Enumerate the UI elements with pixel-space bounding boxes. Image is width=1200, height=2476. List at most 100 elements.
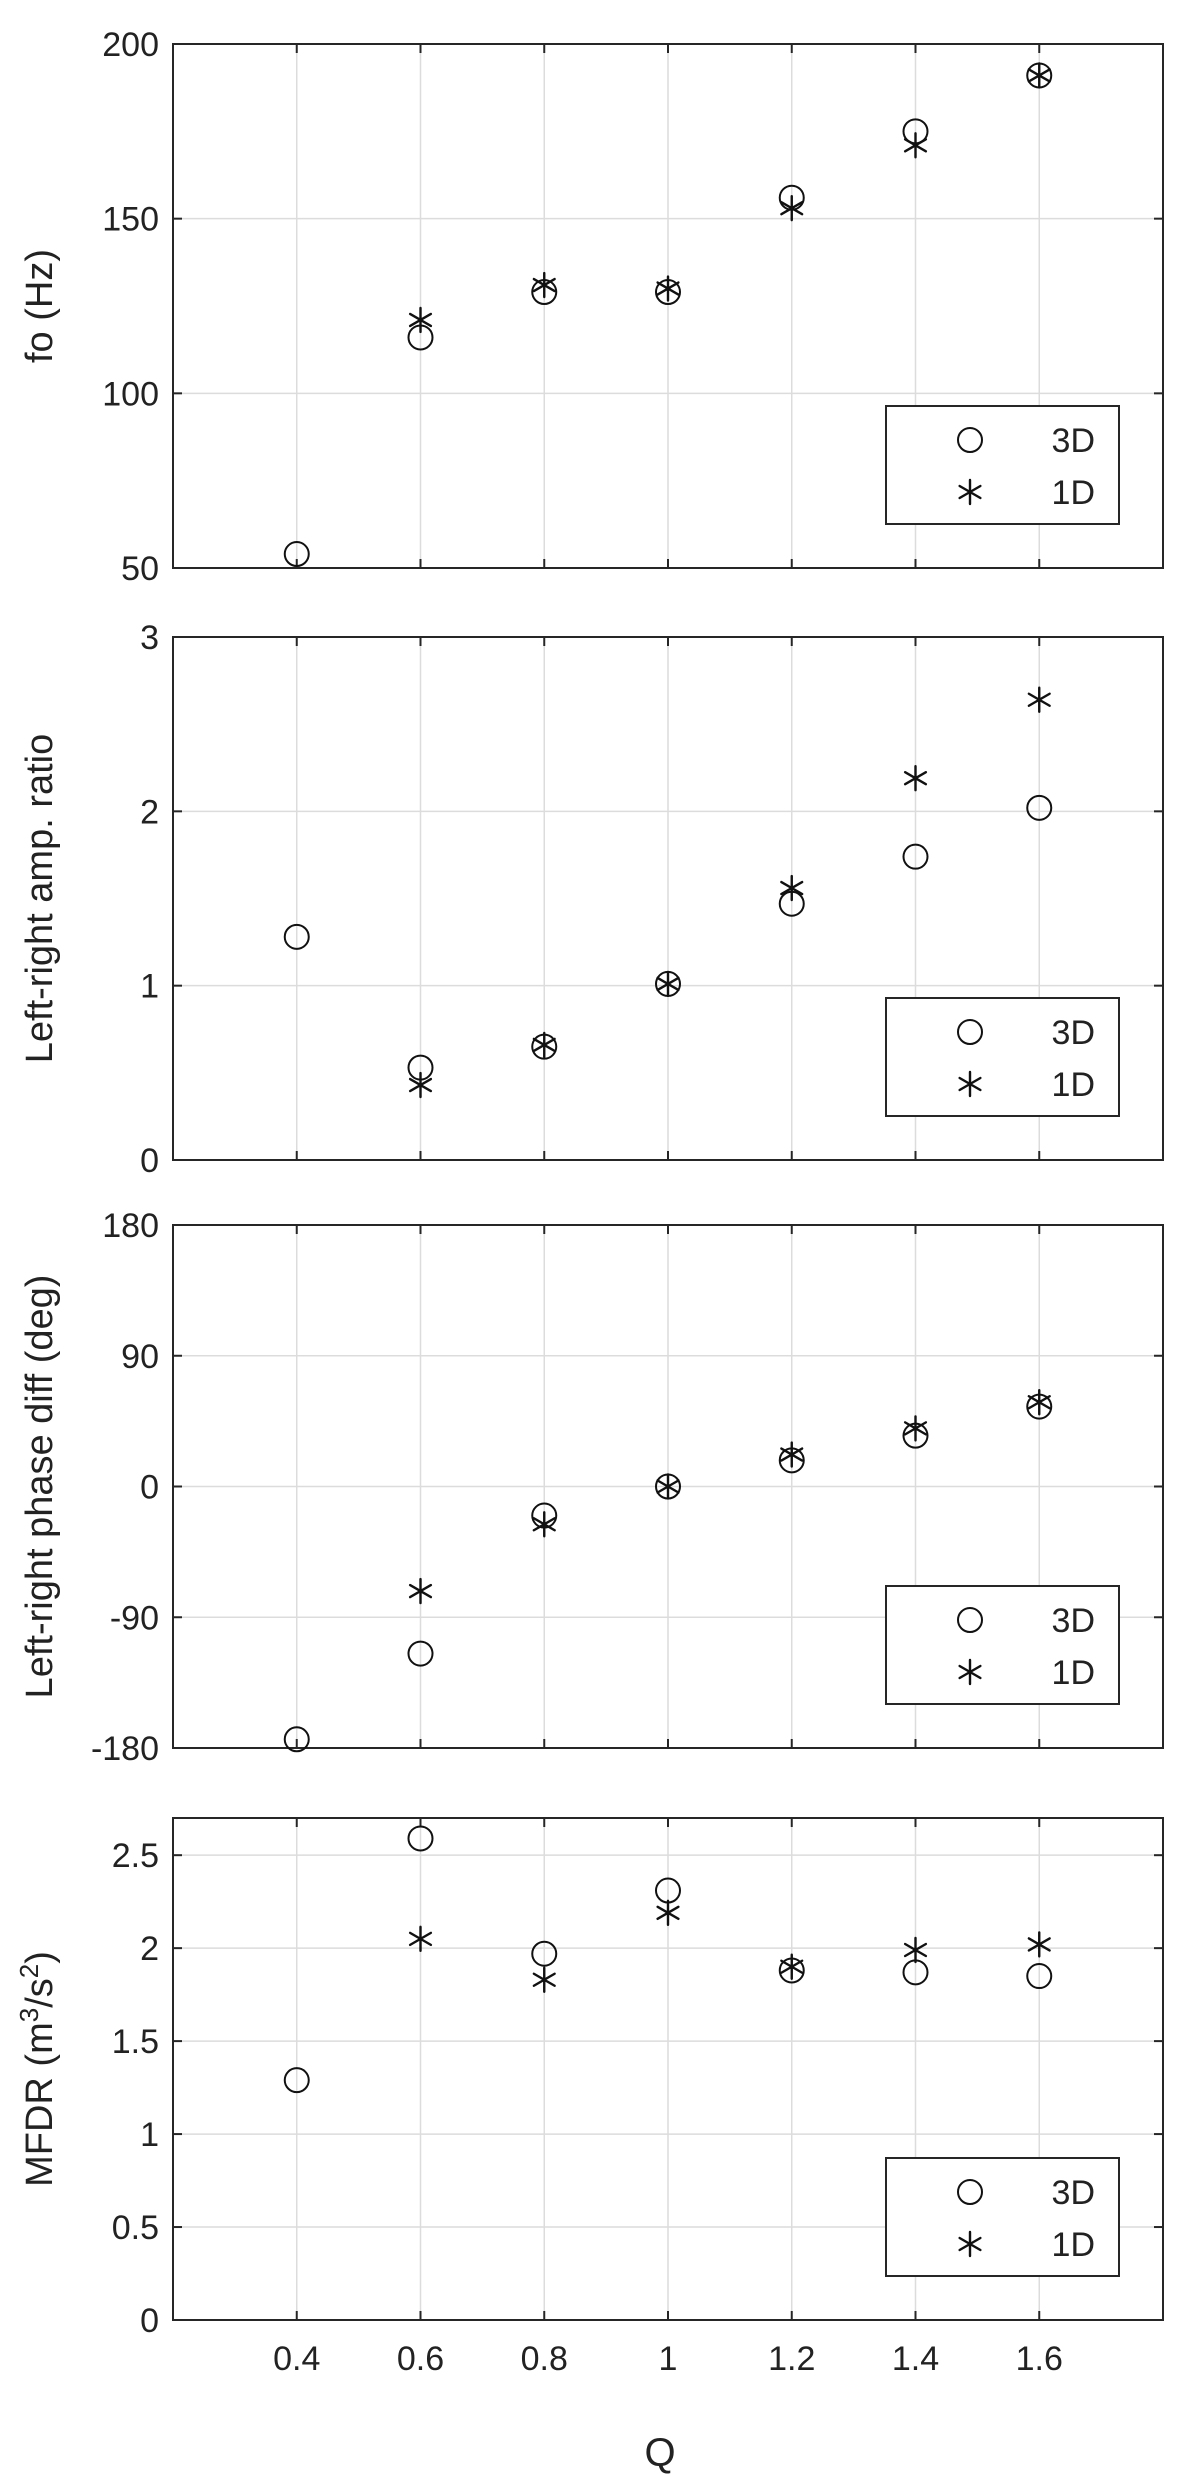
y-tick-label: 180 — [102, 1207, 159, 1245]
y-axis-label: MFDR (m3/s2) — [14, 1951, 61, 2187]
legend-label-1d: 1D — [1052, 2226, 1095, 2264]
data-point-1d — [656, 1473, 680, 1500]
y-tick-label: 1.5 — [112, 2023, 159, 2061]
y-tick-label: 0 — [140, 1142, 159, 1180]
legend-label-3d: 3D — [1052, 1602, 1095, 1640]
data-point-1d — [780, 1953, 804, 1980]
x-tick-label: 0.6 — [397, 2340, 444, 2378]
data-point-1d — [408, 1071, 433, 1099]
data-point-1d — [532, 1031, 556, 1059]
data-point-1d — [903, 1415, 928, 1442]
y-tick-label: 2 — [140, 793, 159, 831]
y-tick-label: 0 — [140, 1469, 159, 1507]
data-point-1d — [1027, 62, 1051, 89]
figure-x-axis-label: Q — [644, 2431, 675, 2475]
data-point-1d — [903, 132, 928, 159]
y-axis-label: fo (Hz) — [19, 249, 61, 363]
y-tick-label: 90 — [121, 1338, 159, 1376]
data-point-1d — [532, 1511, 556, 1538]
y-tick-label: 1 — [140, 2116, 159, 2154]
series-1d — [408, 1899, 1051, 1993]
y-axis-label: Left-right phase diff (deg) — [19, 1275, 61, 1699]
legend-box — [885, 405, 1120, 525]
data-point-1d — [1027, 1389, 1051, 1416]
legend-label-3d: 3D — [1052, 422, 1095, 460]
x-tick-label: 0.8 — [521, 2340, 568, 2378]
y-tick-label: 2.5 — [112, 1837, 159, 1875]
y-tick-label: 3 — [140, 619, 159, 657]
data-point-1d — [1027, 686, 1051, 713]
x-tick-label: 0.4 — [273, 2340, 320, 2378]
legend-label-1d: 1D — [1052, 474, 1095, 512]
legend-marker-3d — [957, 1607, 983, 1633]
legend-box — [885, 997, 1120, 1117]
data-point-1d — [656, 970, 680, 998]
x-tick-label: 1.4 — [892, 2340, 939, 2378]
legend-label-3d: 3D — [1052, 2174, 1095, 2212]
data-point-1d — [903, 1936, 928, 1964]
legend-marker-1d — [958, 478, 982, 506]
legend-label-1d: 1D — [1052, 1066, 1095, 1104]
series-1d — [408, 62, 1051, 334]
x-tick-label: 1 — [659, 2340, 678, 2378]
data-point-3d — [531, 1940, 558, 1967]
data-point-3d — [283, 923, 310, 950]
panel-3: -180 -90 0 90 180 Left-right phase diff (deg)… — [19, 1207, 1164, 1768]
data-point-1d — [780, 194, 804, 222]
data-point-3d — [1026, 1963, 1053, 1990]
data-point-1d — [532, 1966, 556, 1993]
data-point-3d — [283, 1726, 310, 1753]
series-3d — [283, 1825, 1053, 2094]
legend-marker-3d — [957, 427, 983, 453]
data-point-3d — [283, 541, 310, 568]
data-point-1d — [656, 1899, 680, 1927]
data-point-1d — [1027, 1931, 1051, 1958]
legend-marker-1d — [958, 1070, 982, 1098]
data-point-1d — [408, 1577, 433, 1605]
x-tick-label: 1.2 — [768, 2340, 815, 2378]
y-tick-label: 1 — [140, 968, 159, 1006]
y-tick-label: -180 — [91, 1730, 159, 1768]
legend-label-1d: 1D — [1052, 1654, 1095, 1692]
legend-marker-1d — [958, 1658, 982, 1686]
data-point-3d — [283, 2067, 310, 2094]
legend-box — [885, 2157, 1120, 2277]
panel-4: 0 0.5 1 1.5 2 2.5 0.4 0.6 0.8 1 1.2 1.4 1.6 MFDR (m3/… — [14, 1817, 1164, 2378]
legend-marker-3d — [957, 2179, 983, 2205]
y-axis-label: Left-right amp. ratio — [19, 734, 61, 1063]
data-point-3d — [407, 1825, 434, 1852]
legend-label-3d: 3D — [1052, 1014, 1095, 1052]
legend-marker-1d — [958, 2230, 982, 2258]
y-tick-label: 200 — [102, 26, 159, 64]
data-point-1d — [903, 765, 928, 792]
y-tick-label: 2 — [140, 1930, 159, 1968]
data-point-1d — [408, 306, 433, 334]
y-tick-label: 150 — [102, 201, 159, 239]
data-point-1d — [656, 275, 680, 302]
data-point-1d — [408, 1925, 433, 1953]
data-point-3d — [407, 1640, 434, 1667]
y-tick-label: 0.5 — [112, 2209, 159, 2247]
series-1d — [408, 1389, 1051, 1605]
data-point-3d — [1026, 794, 1053, 821]
data-point-1d — [532, 271, 556, 299]
data-point-3d — [902, 843, 929, 870]
x-tick-label: 1.6 — [1016, 2340, 1063, 2378]
data-point-1d — [780, 874, 804, 902]
legend-box — [885, 1585, 1120, 1705]
y-tick-label: 50 — [121, 550, 159, 588]
y-tick-label: 100 — [102, 375, 159, 413]
legend-marker-3d — [957, 1019, 983, 1045]
series-1d — [408, 686, 1051, 1099]
data-point-1d — [780, 1441, 804, 1468]
y-tick-label: 0 — [140, 2302, 159, 2340]
y-tick-label: -90 — [110, 1599, 159, 1637]
